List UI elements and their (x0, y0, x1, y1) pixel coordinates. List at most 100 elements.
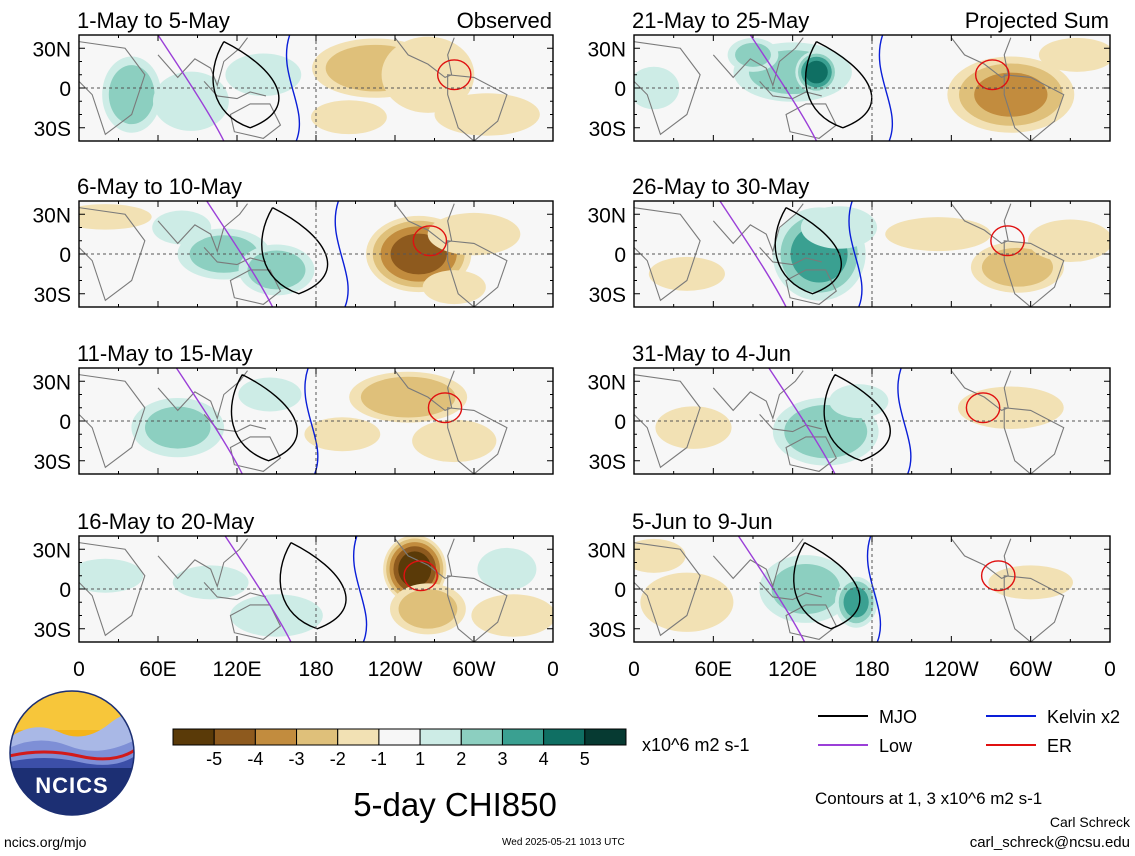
panel-date-label: 1-May to 5-May (77, 8, 230, 33)
coastline (203, 582, 267, 601)
map-panel: 5-Jun to 9-Jun (632, 509, 1111, 643)
kelvin-contour (304, 368, 319, 474)
panel-date-label: 16-May to 20-May (77, 509, 254, 534)
colorbar-swatch (584, 728, 627, 746)
mjo-contour (774, 206, 843, 295)
coastline (759, 81, 822, 100)
coastline (712, 370, 804, 421)
coastline (785, 269, 837, 305)
anomaly-region (434, 93, 540, 136)
coastline (79, 41, 146, 136)
colorbar-tick-label: -5 (206, 749, 222, 769)
coastline (712, 37, 804, 88)
er-contour (980, 560, 1016, 592)
coastline (79, 542, 146, 637)
anomaly-region (974, 72, 1048, 117)
coastline (712, 203, 804, 254)
anomaly-region (310, 100, 387, 135)
panel-date-label: 5-Jun to 9-Jun (632, 509, 773, 534)
anomaly-region (398, 551, 432, 587)
er-contour (436, 59, 472, 91)
coastline (79, 374, 146, 469)
coastline (950, 370, 1012, 412)
anomaly-region (79, 558, 144, 593)
footer-author: Carl Schreck (1049, 814, 1130, 830)
er-contour (965, 392, 1001, 424)
anomaly-region (152, 210, 212, 245)
anomaly-region (957, 386, 1064, 429)
contour-legend: MJO Kelvin x2 Low ER (818, 707, 1120, 756)
panel-date-label: 6-May to 10-May (77, 174, 242, 199)
y-tick-label: 30N (32, 371, 71, 394)
map-panel: 26-May to 30-May (632, 174, 1111, 308)
coastline (447, 575, 508, 642)
coastline (229, 604, 282, 640)
panel-date-label: 31-May to 4-Jun (632, 341, 791, 366)
anomaly-region (648, 256, 725, 291)
mjo-contour (793, 541, 861, 630)
coastline (634, 542, 701, 637)
low-contour (157, 35, 225, 141)
y-tick-label: 30N (32, 204, 71, 227)
map-panel: 16-May to 20-May (77, 509, 554, 643)
colorbar-swatch (213, 728, 256, 746)
colorbar-swatch (378, 728, 421, 746)
anomaly-region (79, 204, 152, 230)
map-panel: 1-May to 5-May Observed (77, 8, 554, 142)
anomaly-region (398, 589, 458, 629)
kelvin-contour (897, 368, 912, 474)
y-tick-label: 30N (587, 539, 626, 562)
colorbar-tick-label: 5 (580, 749, 590, 769)
colorbar-tick-label: 2 (456, 749, 466, 769)
y-tick-label: 30S (34, 284, 71, 307)
coastline (950, 37, 1012, 79)
coastline (447, 74, 508, 141)
x-tick-label: 60E (695, 658, 732, 681)
coastline (229, 436, 282, 472)
y-tick-label: 0 (59, 78, 71, 101)
panel-section-tag: Projected Sum (965, 8, 1109, 33)
coastline (759, 247, 822, 266)
x-tick-label: 180 (854, 658, 889, 681)
y-tick-label: 30S (589, 451, 626, 474)
anomaly-region (988, 565, 1073, 600)
colorbar-tick-label: -3 (289, 749, 305, 769)
anomaly-region (805, 60, 828, 84)
y-tick-label: 30S (589, 118, 626, 141)
colorbar-swatch (296, 728, 339, 746)
map-panels: 1-May to 5-May Observed 6-May to 10-May 11-… (77, 8, 1111, 643)
y-tick-label: 30N (32, 38, 71, 61)
x-tick-label: 0 (73, 658, 85, 681)
y-tick-label: 30N (587, 204, 626, 227)
y-tick-label: 0 (614, 579, 626, 602)
coastline (785, 436, 837, 472)
coastline (1003, 240, 1065, 307)
coastline (1003, 74, 1065, 141)
y-tick-label: 0 (59, 579, 71, 602)
anomaly-region (225, 53, 302, 96)
ncics-logo: NCICS (9, 690, 135, 816)
y-tick-label: 0 (614, 78, 626, 101)
map-panel: 31-May to 4-Jun (632, 341, 1111, 475)
anomaly-region (172, 565, 249, 600)
colorbar-tick-label: -2 (330, 749, 346, 769)
mjo-contour (279, 541, 347, 630)
low-contour (719, 201, 787, 307)
colorbar-swatch (460, 728, 503, 746)
er-contour (990, 225, 1025, 257)
panel-date-label: 21-May to 25-May (632, 8, 809, 33)
coastline (394, 538, 455, 580)
y-tick-label: 30S (589, 619, 626, 642)
y-tick-label: 30N (587, 38, 626, 61)
coastline (203, 81, 267, 100)
coastline (203, 247, 267, 266)
coastline (447, 240, 508, 307)
coastline (1003, 407, 1065, 474)
anomaly-region (829, 384, 889, 419)
figure-title: 5-day CHI850 (353, 786, 557, 823)
x-tick-label: 0 (628, 658, 640, 681)
low-contour (206, 201, 274, 307)
er-contour (412, 225, 448, 257)
anomaly-region (885, 217, 991, 252)
